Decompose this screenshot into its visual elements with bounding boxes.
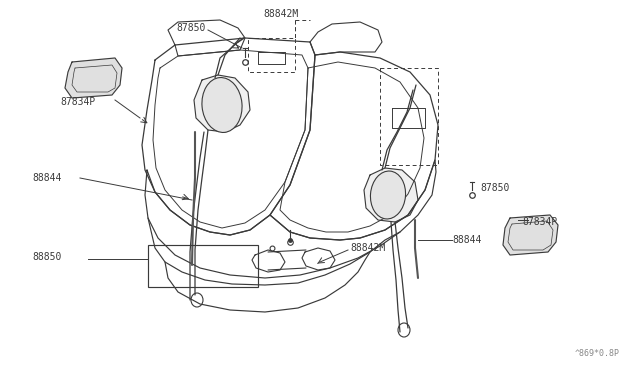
Text: 87850: 87850 (480, 183, 509, 193)
Polygon shape (194, 75, 250, 132)
Text: ^869*0.8P: ^869*0.8P (575, 349, 620, 358)
Text: 87850: 87850 (176, 23, 205, 33)
Text: 88842M: 88842M (350, 243, 385, 253)
Text: 88850: 88850 (32, 252, 61, 262)
Text: 88842M: 88842M (263, 9, 298, 19)
Text: 87834P: 87834P (60, 97, 95, 107)
Ellipse shape (202, 77, 242, 132)
Polygon shape (503, 215, 558, 255)
Polygon shape (65, 58, 122, 98)
Text: 88844: 88844 (452, 235, 481, 245)
Ellipse shape (371, 171, 406, 219)
Text: 88844: 88844 (32, 173, 61, 183)
Text: 87834P: 87834P (522, 217, 557, 227)
Polygon shape (364, 168, 418, 222)
